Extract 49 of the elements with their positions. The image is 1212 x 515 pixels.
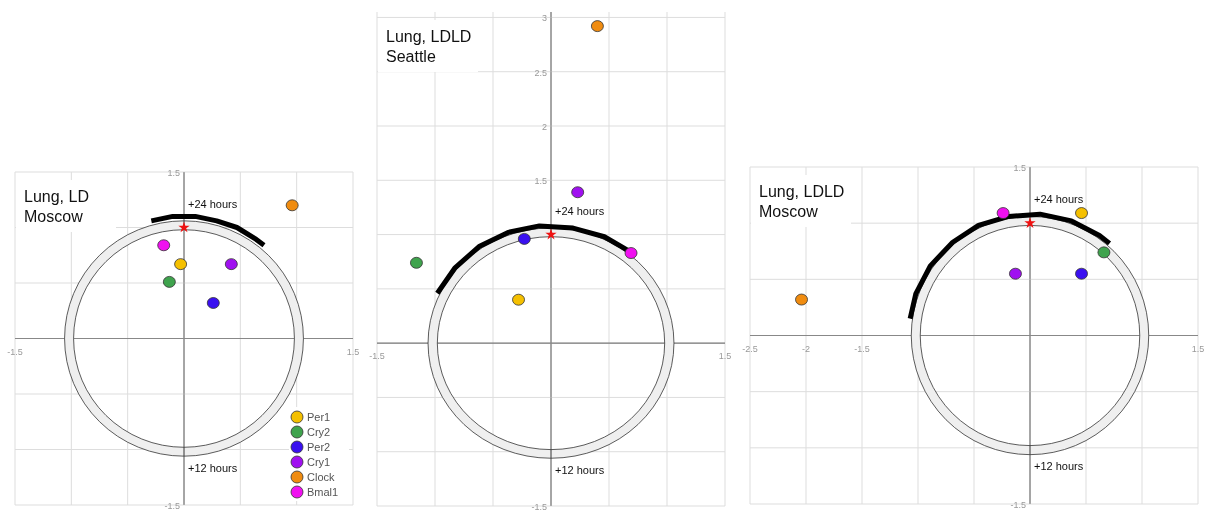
annotation: +12 hours [555, 463, 605, 476]
point [410, 256, 423, 269]
annotation: +24 hours [1034, 193, 1084, 206]
y-tick-label: -1.5 [531, 502, 547, 512]
point [206, 297, 220, 309]
y-tick-label: 2 [541, 122, 547, 132]
text: Seattle [386, 48, 436, 65]
point [1075, 267, 1088, 280]
text: Lung, LDLD [759, 183, 845, 200]
text: Moscow [759, 203, 819, 220]
point [157, 239, 171, 252]
x-tick-label: 1.5 [718, 351, 732, 362]
point [591, 20, 604, 33]
x-tick-label: 1.5 [1191, 343, 1205, 354]
text: Lung, LD [24, 188, 89, 205]
legend-label: Per1 [307, 411, 331, 423]
legend-label: Cry1 [307, 456, 331, 468]
point [795, 293, 808, 306]
point [517, 233, 531, 245]
legend-label: Bmal1 [307, 486, 339, 498]
annotation: +12 hours [188, 461, 238, 474]
x-tick-label: -2.5 [742, 343, 758, 354]
point [996, 207, 1010, 219]
x-tick-label: -1.5 [369, 351, 385, 362]
x-tick-label: -1.5 [7, 346, 23, 357]
point [624, 247, 638, 259]
point [571, 186, 585, 199]
text: Moscow [24, 208, 84, 225]
point [1097, 246, 1111, 259]
y-tick-label: 1.5 [534, 176, 547, 187]
point [224, 258, 238, 271]
point [512, 293, 525, 306]
point [1075, 207, 1088, 219]
x-tick-label: -1.5 [854, 343, 870, 354]
point [1009, 267, 1022, 280]
annotation: +24 hours [555, 204, 605, 217]
text: Lung, LDLD [386, 28, 472, 45]
point [174, 258, 188, 271]
annotation: +24 hours [188, 197, 238, 210]
legend-label: Clock [307, 471, 336, 483]
annotation: +12 hours [1034, 459, 1084, 472]
legend-label: Per2 [307, 441, 331, 453]
legend-label: Cry2 [307, 426, 331, 438]
x-tick-label: -2 [801, 343, 811, 354]
point [162, 275, 176, 288]
point [285, 199, 299, 212]
y-tick-label: 2.5 [534, 67, 547, 78]
x-tick-label: 1.5 [346, 346, 360, 357]
y-tick-label: 3 [541, 13, 547, 24]
